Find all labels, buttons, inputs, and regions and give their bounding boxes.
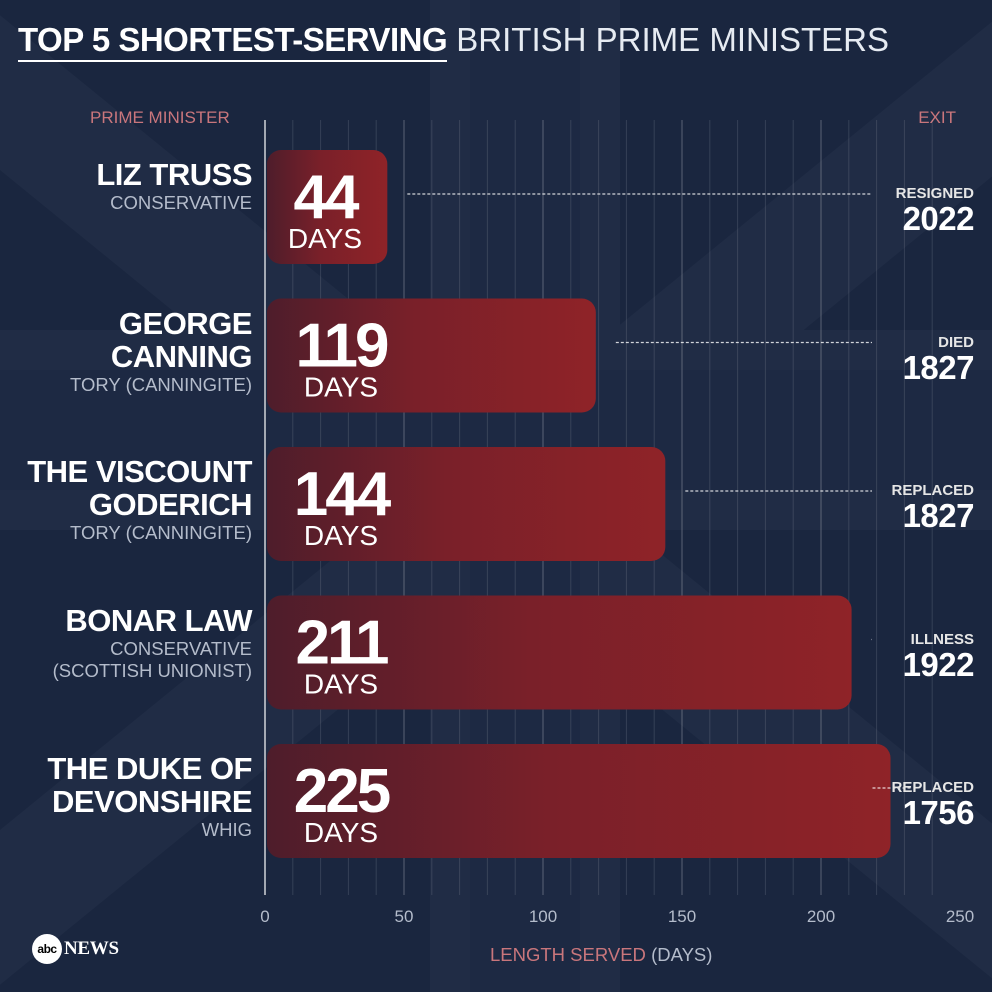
x-axis-label: LENGTH SERVED (DAYS)	[490, 944, 712, 966]
x-tick-label: 250	[946, 907, 974, 926]
abc-news-logo: abc NEWS	[32, 934, 119, 964]
bar-value-label: 144	[294, 460, 392, 529]
abc-logo-icon: abc	[32, 934, 62, 964]
pm-name: THE DUKE OF DEVONSHIRE	[47, 751, 252, 819]
exit-year: 1827	[902, 497, 975, 534]
bar	[267, 298, 596, 413]
x-tick-label: 0	[260, 907, 269, 926]
bar	[267, 150, 388, 264]
pm-party: TORY (CANNINGITE)	[70, 522, 252, 543]
pm-name: BONAR LAW	[65, 602, 252, 638]
x-tick-label: 50	[395, 907, 414, 926]
bar-unit-label: DAYS	[304, 669, 378, 700]
chart-title: TOP 5 SHORTEST-SERVING BRITISH PRIME MIN…	[18, 18, 889, 62]
title-rest: BRITISH PRIME MINISTERS	[456, 21, 890, 58]
bar-unit-label: DAYS	[288, 223, 362, 254]
exit-reason: RESIGNED	[895, 185, 974, 202]
exit-reason: REPLACED	[891, 482, 974, 499]
x-axis-label-text: LENGTH SERVED	[490, 944, 646, 965]
x-tick-label: 100	[529, 907, 557, 926]
pm-party: TORY (CANNINGITE)	[70, 373, 252, 395]
exit-year: 1827	[902, 348, 975, 386]
x-tick-label: 150	[668, 907, 696, 926]
exit-reason: REPLACED	[891, 779, 974, 796]
pm-party: CONSERVATIVE	[110, 192, 252, 213]
prime-minister-header: PRIME MINISTER	[90, 108, 230, 127]
exit-year: 1756	[902, 794, 975, 831]
exit-reason: ILLNESS	[910, 630, 974, 648]
bar-value-label: 225	[294, 757, 390, 826]
exit-reason: DIED	[938, 333, 974, 351]
bar	[267, 595, 852, 710]
x-tick-label: 200	[807, 907, 835, 926]
bar	[267, 447, 666, 561]
pm-party: CONSERVATIVE (SCOTTISH UNIONIST)	[52, 637, 252, 681]
exit-year: 1922	[902, 645, 975, 683]
pm-party: WHIG	[201, 819, 252, 840]
exit-header: EXIT	[918, 108, 956, 127]
bar-value-label: 119	[295, 312, 388, 381]
bar-value-label: 211	[295, 609, 388, 678]
pm-name: THE VISCOUNT GODERICH	[27, 454, 252, 522]
bar-unit-label: DAYS	[304, 520, 378, 551]
pm-name: GEORGE CANNING	[110, 305, 253, 374]
exit-year: 2022	[902, 200, 975, 237]
bar-unit-label: DAYS	[304, 817, 378, 848]
x-axis-label-unit: (DAYS)	[651, 944, 713, 965]
logo-text: NEWS	[64, 938, 119, 959]
pm-name: LIZ TRUSS	[96, 157, 252, 192]
bar	[267, 744, 891, 858]
title-bold: TOP 5 SHORTEST-SERVING	[18, 21, 448, 62]
x-ticks: 0 50 100 150 200 250	[260, 907, 974, 926]
bar-value-label: 44	[294, 163, 360, 232]
bar-unit-label: DAYS	[304, 372, 378, 403]
